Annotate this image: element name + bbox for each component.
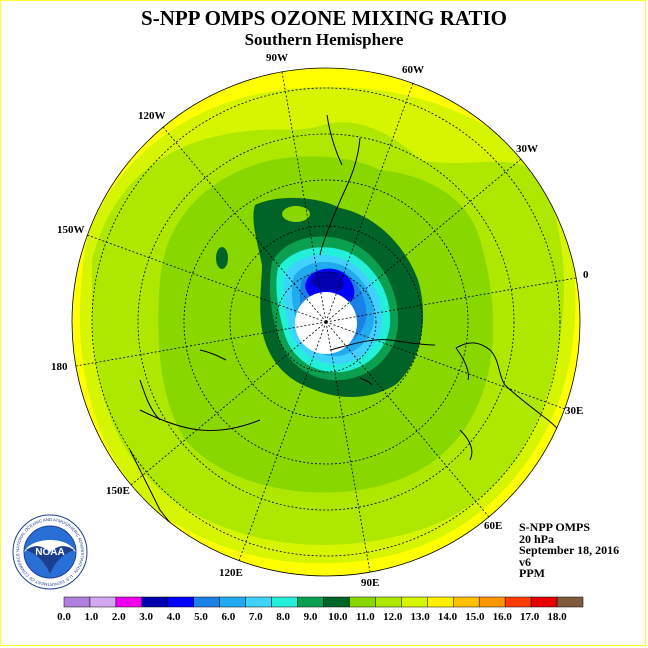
contour-hole: [282, 206, 310, 222]
map-subtitle: Southern Hemisphere: [244, 30, 404, 49]
noaa-logo-text: NOAA: [35, 547, 64, 558]
lon-label-30e: 30E: [565, 405, 583, 417]
info-pressure: 20 hPa: [519, 531, 555, 546]
info-version: v6: [519, 554, 531, 569]
info-units: PPM: [519, 566, 545, 580]
info-product: S-NPP OMPS: [519, 520, 590, 534]
contour-patch: [216, 247, 228, 269]
lon-label-180: 180: [51, 361, 68, 373]
contour-3ppm: [310, 271, 344, 291]
lon-label-90w: 90W: [266, 52, 288, 64]
graticule: [75, 71, 577, 573]
product-info: S-NPP OMPS 20 hPa September 18, 2016 v6 …: [519, 520, 620, 580]
lon-label-30w: 30W: [516, 143, 538, 155]
info-date: September 18, 2016: [519, 543, 620, 557]
lon-label-60w: 60W: [402, 64, 424, 76]
lon-label-60e: 60E: [484, 520, 502, 532]
lon-label-150e: 150E: [106, 485, 130, 497]
map-title: S-NPP OMPS OZONE MIXING RATIO: [141, 6, 507, 30]
lon-label-120e: 120E: [219, 567, 243, 579]
lon-label-150w: 150W: [57, 224, 85, 236]
noaa-logo: NOAA NATIONAL OCEANIC AND ATMOSPHERIC AD…: [12, 514, 88, 590]
lon-label-120w: 120W: [138, 110, 166, 122]
longitude-labels: 90W 60W 30W 0 30E 60E 90E 120E 150E 180 …: [51, 52, 589, 589]
lon-label-90e: 90E: [361, 577, 379, 589]
lon-label-0: 0: [583, 269, 589, 281]
globe-outline: [71, 67, 581, 577]
